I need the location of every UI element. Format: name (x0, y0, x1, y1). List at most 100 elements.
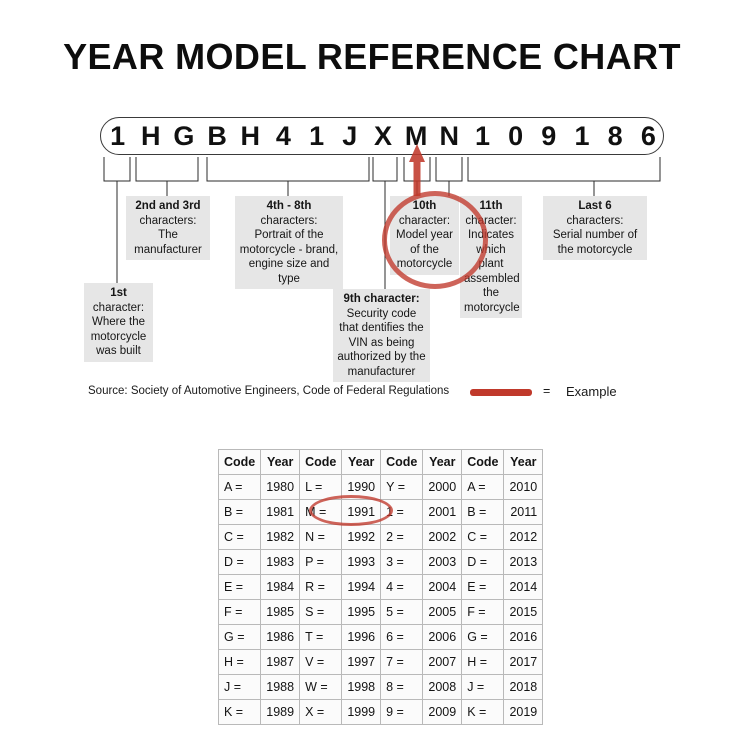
code-cell-8-1: H = (217, 649, 262, 675)
table-header-4: Year (341, 449, 382, 475)
year-cell-3-4: 1992 (341, 524, 382, 550)
vin-char-6: 4 (275, 120, 291, 151)
callout-line: VIN as being (348, 336, 415, 349)
code-cell-10-7: K = (461, 699, 505, 725)
legend-red-bar (470, 389, 532, 396)
table-header-3: Code (299, 449, 343, 475)
callout-line: characters: (260, 214, 318, 227)
code-cell-10-3: X = (299, 699, 343, 725)
callout-line: characters: (139, 214, 197, 227)
year-cell-8-2: 1987 (260, 649, 301, 675)
year-cell-5-4: 1994 (341, 574, 382, 600)
callout-line: Serial number of (552, 229, 638, 241)
table-header-7: Code (461, 449, 505, 475)
year-cell-4-6: 2003 (422, 549, 463, 575)
legend-equals: = (543, 384, 551, 398)
year-cell-5-2: 1984 (260, 574, 301, 600)
table-row: C = 1982 N = 1992 2 = 2002 C = 2012 (217, 524, 544, 550)
legend-label: Example (566, 384, 617, 399)
code-cell-7-3: T = (299, 624, 343, 650)
vin-char-4: B (207, 120, 227, 151)
year-cell-9-8: 2018 (503, 674, 544, 700)
callout-line: manufacturer (347, 365, 416, 378)
callout-line: assembled (464, 272, 520, 285)
table-row: K = 1989 X = 1999 9 = 2009 K = 2019 (217, 699, 544, 725)
code-cell-7-5: 6 = (380, 624, 424, 650)
code-cell-6-1: F = (217, 599, 262, 625)
code-cell-10-1: K = (217, 699, 262, 725)
year-cell-10-4: 1999 (341, 699, 382, 725)
year-cell-1-8: 2010 (503, 474, 544, 500)
vin-char-15: 1 (574, 120, 590, 151)
code-cell-10-5: 9 = (380, 699, 424, 725)
year-cell-1-2: 1980 (260, 474, 301, 500)
year-cell-8-6: 2007 (422, 649, 463, 675)
callout-line: 2nd and 3rd (135, 200, 201, 212)
callout-line: 11th (479, 200, 503, 212)
callout-line: motorcycle - brand, (239, 243, 339, 256)
vin-char-14: 9 (541, 120, 557, 151)
callout-line: 1st (110, 287, 127, 299)
year-cell-7-4: 1996 (341, 624, 382, 650)
table-row: F = 1985 S = 1995 5 = 2005 F = 2015 (217, 599, 544, 625)
code-cell-1-7: A = (461, 474, 505, 500)
vin-char-16: 8 (607, 120, 623, 151)
year-cell-9-2: 1988 (260, 674, 301, 700)
code-cell-5-7: E = (461, 574, 505, 600)
callout-line: 9th character: (343, 293, 420, 305)
year-cell-2-8: 2011 (503, 499, 544, 525)
vin-char-8: J (342, 120, 358, 151)
code-cell-6-3: S = (299, 599, 343, 625)
code-cell-4-7: D = (461, 549, 505, 575)
year-cell-4-2: 1983 (260, 549, 301, 575)
code-cell-4-3: P = (299, 549, 343, 575)
code-cell-7-1: G = (217, 624, 262, 650)
year-cell-2-2: 1981 (260, 499, 301, 525)
year-cell-6-2: 1985 (260, 599, 301, 625)
code-cell-3-5: 2 = (380, 524, 424, 550)
year-code-table: Code Year Code Year Code Year Code Year A = 1980… (217, 449, 544, 725)
callout-line: motorcycle (464, 301, 520, 314)
vin-char-9: X (373, 120, 392, 151)
code-cell-4-1: D = (217, 549, 262, 575)
year-cell-7-8: 2016 (503, 624, 544, 650)
code-cell-9-1: J = (217, 674, 262, 700)
code-cell-1-5: Y = (380, 474, 424, 500)
code-cell-2-1: B = (217, 499, 262, 525)
source-note: Source: Society of Automotive Engineers,… (88, 385, 450, 397)
callout-line: character: (92, 301, 145, 314)
code-cell-3-7: C = (461, 524, 505, 550)
callout-line: Security code (346, 307, 417, 320)
year-cell-2-6: 2001 (422, 499, 463, 525)
year-cell-1-6: 2000 (422, 474, 463, 500)
year-cell-4-8: 2013 (503, 549, 544, 575)
tenth-character-highlight-ellipse (382, 191, 488, 289)
code-cell-4-5: 3 = (380, 549, 424, 575)
callout-last-six-characters: Last 6 characters: Serial number of the mot… (543, 196, 647, 260)
year-cell-10-8: 2019 (503, 699, 544, 725)
callout-line: Where the (91, 316, 146, 328)
callout-line: 4th - 8th (266, 200, 312, 212)
callout-line: the (483, 287, 499, 299)
table-row: A = 1980 L = 1990 Y = 2000 A = 2010 (217, 474, 544, 500)
year-cell-3-6: 2002 (422, 524, 463, 550)
callout-ninth-character: 9th character: Security code that dentifie… (333, 289, 430, 382)
table-header-8: Year (503, 449, 544, 475)
year-cell-5-8: 2014 (503, 574, 544, 600)
code-cell-9-3: W = (299, 674, 343, 700)
callout-line: engine size and type (248, 258, 330, 285)
table-row: D = 1983 P = 1993 3 = 2003 D = 2013 (217, 549, 544, 575)
table-header-row: Code Year Code Year Code Year Code Year (217, 449, 544, 475)
table-row: H = 1987 V = 1997 7 = 2007 H = 2017 (217, 649, 544, 675)
code-cell-3-1: C = (217, 524, 262, 550)
code-cell-8-3: V = (299, 649, 343, 675)
code-cell-7-7: G = (461, 624, 505, 650)
year-cell-9-6: 2008 (422, 674, 463, 700)
table-header-5: Code (380, 449, 424, 475)
table-row: E = 1984 R = 1994 4 = 2004 E = 2014 (217, 574, 544, 600)
code-cell-8-5: 7 = (380, 649, 424, 675)
vin-char-2: H (141, 120, 161, 151)
vin-char-1: 1 (110, 120, 126, 151)
